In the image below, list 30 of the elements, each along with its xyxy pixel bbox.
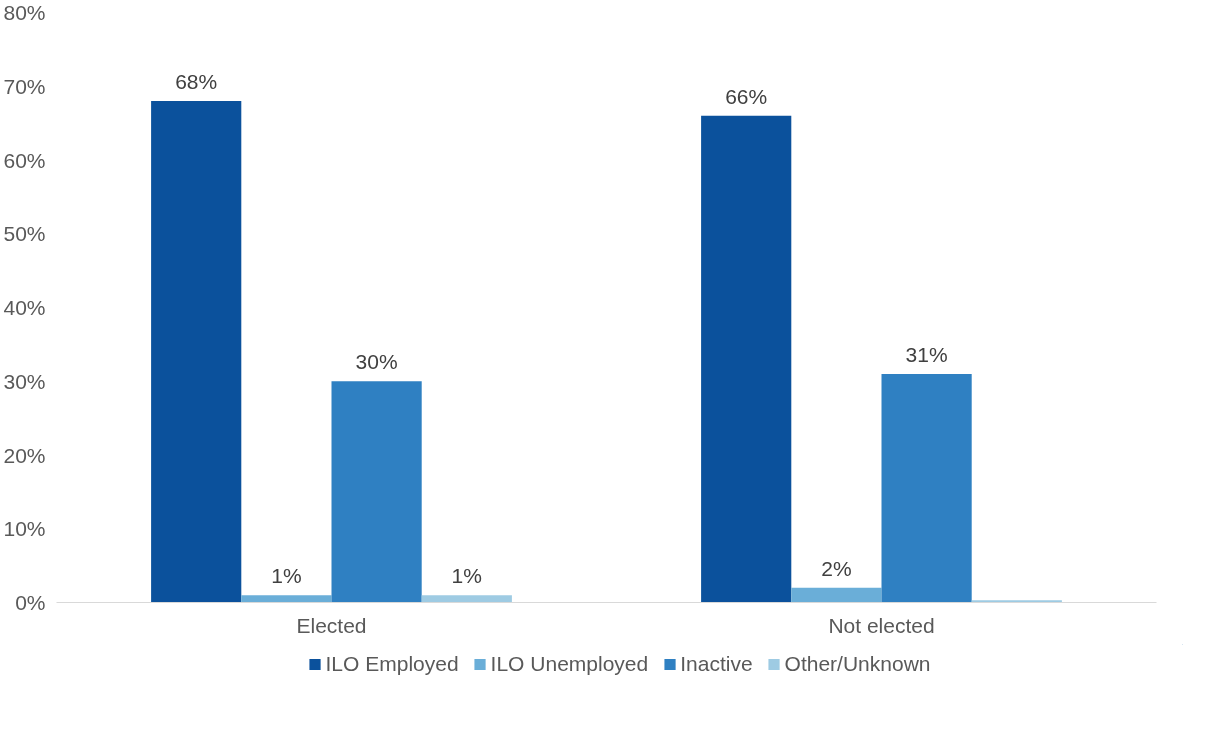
legend-label: Other/Unknown	[784, 652, 931, 676]
bar	[971, 600, 1062, 603]
y-tick-label: 20%	[3, 443, 46, 467]
legend-label: ILO Unemployed	[490, 652, 649, 676]
y-tick-label: 50%	[3, 222, 46, 246]
y-tick-label: 70%	[3, 74, 46, 98]
x-tick-label: Not elected	[828, 613, 935, 637]
y-tick-label: 40%	[3, 296, 46, 319]
x-tick-label: Elected	[296, 613, 367, 637]
bar	[881, 373, 972, 603]
bar	[701, 115, 792, 603]
bar	[421, 595, 512, 603]
data-label: 68%	[175, 70, 218, 93]
y-tick-label: 80%	[3, 1, 46, 24]
bar	[791, 587, 882, 603]
data-label: 1%	[451, 564, 482, 588]
y-tick-label: 30%	[3, 369, 46, 393]
data-label: 2%	[821, 556, 852, 580]
data-label: 1%	[271, 564, 302, 588]
data-label: 31%	[905, 342, 948, 366]
bar	[241, 595, 332, 603]
bar	[331, 381, 422, 603]
legend-label: ILO Employed	[325, 652, 459, 676]
y-tick-label: 10%	[3, 517, 46, 541]
data-label: 66%	[725, 84, 768, 108]
bar	[151, 101, 242, 603]
data-label: 30%	[355, 350, 398, 374]
legend-label: Inactive	[680, 652, 753, 676]
y-tick-label: 60%	[3, 148, 46, 172]
y-tick-label: 0%	[15, 591, 46, 614]
